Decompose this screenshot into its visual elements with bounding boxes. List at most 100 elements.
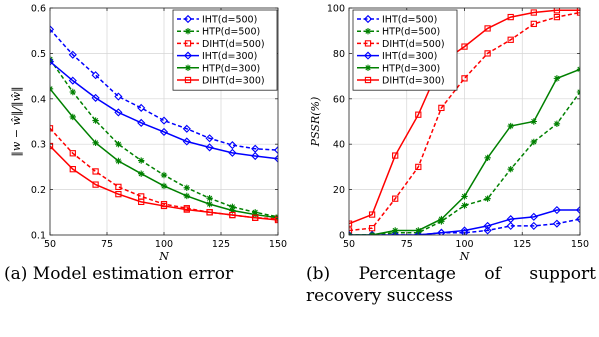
data-point-diht-d-500	[415, 163, 422, 171]
data-point-diht-d-300	[461, 43, 468, 50]
data-point-iht-d-300	[529, 212, 538, 221]
data-point-htp-d-500	[553, 120, 561, 127]
legend-marker-htp-d-500	[364, 28, 372, 35]
legend-label-iht-d-300: IHT(d=300)	[382, 51, 437, 62]
data-point-diht-d-500	[349, 227, 353, 234]
data-point-htp-d-300	[530, 118, 537, 125]
data-point-iht-d-300	[228, 148, 237, 157]
data-point-iht-d-300	[251, 151, 260, 161]
series-line-iht-d-300	[50, 60, 278, 160]
data-point-htp-d-300	[461, 193, 468, 200]
data-point-diht-d-300	[553, 8, 561, 14]
data-point-htp-d-300	[415, 227, 422, 234]
data-point-htp-d-300	[484, 154, 491, 162]
data-point-htp-d-500	[507, 165, 514, 173]
legend-label-htp-d-300: HTP(d=300)	[382, 63, 440, 74]
y-tick-label: 100	[327, 4, 345, 15]
x-tick-label: 150	[571, 239, 589, 250]
data-point-diht-d-300	[252, 214, 259, 221]
legend-label-htp-d-300: HTP(d=300)	[202, 63, 260, 74]
series-line-diht-d-300	[50, 145, 278, 221]
data-point-htp-d-300	[553, 75, 561, 82]
x-axis-label: N	[459, 250, 470, 263]
data-point-diht-d-500	[69, 150, 76, 157]
data-point-diht-d-500	[461, 75, 468, 82]
chart-model-estimation-error: 50 75 100 125 150 0.1 0.2 0.3 0.4 0.5 0.6 N ‖w − ŵ‖/…	[10, 4, 287, 264]
data-point-htp-d-300	[183, 192, 190, 200]
legend-marker-iht-d-500	[183, 14, 193, 24]
legend-label-diht-d-300: DIHT(d=300)	[202, 76, 265, 87]
data-point-diht-d-500	[392, 195, 399, 202]
series-line-diht-d-500	[349, 11, 580, 232]
data-point-htp-d-300	[160, 182, 168, 190]
data-point-iht-d-300	[437, 228, 446, 235]
data-point-iht-d-300	[349, 230, 354, 235]
legend-label-diht-d-300: DIHT(d=300)	[382, 76, 445, 87]
x-tick-label: 100	[155, 239, 173, 250]
legend-marker-htp-d-500	[184, 28, 192, 35]
data-point-diht-d-500	[530, 20, 537, 28]
data-point-htp-d-300	[206, 200, 213, 208]
data-point-diht-d-300	[368, 211, 376, 218]
data-point-iht-d-500	[552, 219, 561, 228]
legend-label-htp-d-500: HTP(d=500)	[382, 27, 440, 38]
x-tick-label: 125	[513, 239, 531, 250]
y-tick-label: 0.2	[31, 185, 46, 196]
data-point-iht-d-300	[159, 127, 169, 137]
data-point-diht-d-500	[484, 50, 491, 57]
data-point-diht-d-300	[530, 9, 537, 16]
data-point-diht-d-300	[183, 206, 190, 213]
y-tick-label: 0.4	[31, 94, 46, 105]
series-line-iht-d-300	[349, 209, 580, 235]
data-point-iht-d-500	[114, 92, 123, 101]
legend-label-iht-d-300: IHT(d=300)	[202, 51, 257, 62]
y-tick-label: 0.3	[31, 140, 46, 151]
data-point-htp-d-500	[206, 195, 213, 202]
legend: IHT(d=500)HTP(d=500)DIHT(d=500)IHT(d=300…	[172, 9, 278, 91]
data-point-iht-d-500	[529, 221, 538, 230]
data-point-iht-d-300	[91, 93, 100, 102]
data-point-diht-d-300	[415, 111, 422, 118]
data-point-diht-d-500	[507, 36, 514, 43]
data-point-htp-d-500	[92, 117, 99, 124]
data-point-htp-d-500	[183, 184, 190, 191]
data-point-diht-d-300	[115, 190, 122, 198]
y-axis-label: ‖w − ŵ‖/‖ŵ‖	[10, 86, 24, 156]
x-axis-label: N	[158, 250, 169, 263]
data-point-diht-d-300	[138, 198, 145, 206]
x-tick-label: 100	[455, 239, 473, 250]
data-point-diht-d-500	[115, 183, 122, 191]
data-point-diht-d-300	[229, 211, 236, 219]
data-point-diht-d-300	[392, 152, 399, 159]
data-point-htp-d-500	[530, 138, 537, 146]
y-tick-label: 40	[333, 140, 345, 151]
data-point-diht-d-300	[69, 166, 76, 173]
data-point-htp-d-300	[229, 207, 236, 214]
series-line-iht-d-500	[50, 28, 278, 151]
data-point-diht-d-300	[92, 181, 99, 188]
caption-b: (b) Percentage of support recovery succe…	[306, 264, 596, 306]
data-point-diht-d-500	[553, 13, 561, 21]
data-point-htp-d-300	[92, 139, 99, 147]
data-point-htp-d-500	[138, 157, 145, 164]
data-point-iht-d-500	[137, 103, 146, 112]
data-point-diht-d-300	[160, 202, 168, 210]
data-point-iht-d-300	[483, 221, 492, 230]
data-point-iht-d-300	[391, 230, 400, 235]
series-group	[50, 25, 278, 224]
data-point-iht-d-500	[159, 116, 169, 125]
chart-support-recovery-success: 50 75 100 125 150020406080100NPSSR(%)IHT(d=5…	[309, 4, 589, 264]
x-tick-label: 150	[269, 239, 287, 250]
data-point-htp-d-300	[392, 227, 399, 234]
legend-marker-diht-d-300	[364, 76, 372, 84]
data-point-iht-d-300	[552, 205, 561, 215]
data-point-iht-d-500	[68, 50, 77, 59]
legend-label-iht-d-500: IHT(d=500)	[382, 15, 437, 26]
data-point-iht-d-300	[575, 205, 580, 215]
caption-a: (a) Model estimation error	[4, 264, 234, 284]
data-point-htp-d-500	[461, 202, 468, 209]
series-line-htp-d-500	[349, 91, 580, 235]
data-point-htp-d-300	[115, 157, 122, 165]
data-point-iht-d-300	[506, 215, 515, 224]
